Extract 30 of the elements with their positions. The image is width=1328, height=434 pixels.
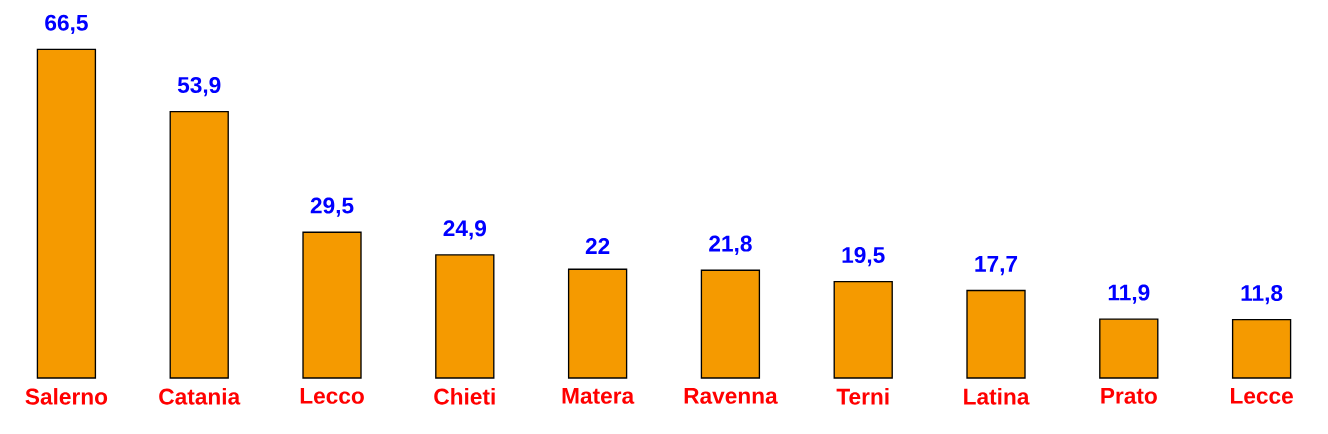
bar (302, 231, 362, 379)
bar (169, 111, 229, 379)
data-label: 24,9 (443, 220, 487, 240)
bar (833, 280, 893, 379)
data-label: 66,5 (45, 14, 88, 35)
data-label: 22 (585, 238, 610, 254)
x-tick-label: Lecce (1231, 388, 1293, 404)
data-label: 11,8 (1241, 284, 1283, 305)
data-label: 17,7 (975, 256, 1018, 276)
data-label: 29,5 (310, 197, 354, 217)
x-tick-label: Matera (562, 388, 635, 404)
bar (435, 254, 495, 379)
x-tick-label: Chieti (434, 388, 495, 405)
bar (966, 289, 1026, 379)
data-label: 19,5 (842, 246, 885, 267)
bar (36, 48, 97, 379)
x-tick-label: Salerno (25, 388, 108, 405)
x-tick-label: Prato (1101, 388, 1157, 404)
bar (567, 268, 628, 379)
x-tick-label: Latina (964, 388, 1030, 405)
data-label: 11,9 (1108, 284, 1150, 304)
x-tick-label: Terni (836, 388, 889, 405)
data-label: 53,9 (177, 76, 221, 97)
bar (1099, 318, 1159, 379)
x-tick-label: Lecco (300, 388, 364, 404)
x-tick-label: Ravenna (684, 388, 778, 404)
x-tick-label: Catania (159, 388, 241, 405)
bar (700, 269, 761, 379)
data-label: 21,8 (709, 235, 752, 255)
bar (1231, 319, 1292, 379)
